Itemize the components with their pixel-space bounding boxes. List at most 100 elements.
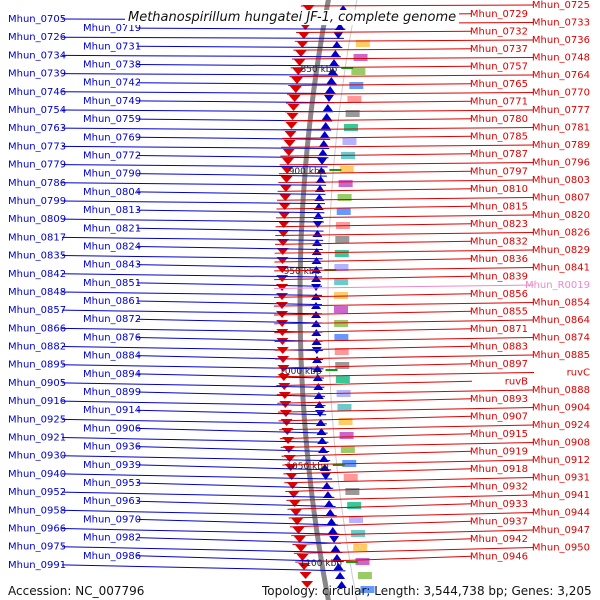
right-gene-label: Mhun_0780 <box>470 114 528 125</box>
left-gene-label: Mhun_0843 <box>83 260 141 271</box>
cog-category-block <box>334 334 349 341</box>
left-gene-label: Mhun_0872 <box>83 314 141 325</box>
left-gene-label: Mhun_0966 <box>8 524 66 535</box>
plus-strand-gene <box>324 500 335 507</box>
cog-category-block <box>334 348 349 355</box>
left-gene-leader <box>61 528 340 535</box>
left-gene-leader <box>136 555 344 563</box>
right-gene-leader <box>276 380 473 387</box>
cog-category-block <box>338 418 353 425</box>
right-gene-leader <box>275 363 473 369</box>
right-gene-label: Mhun_0883 <box>470 341 528 352</box>
minus-strand-gene <box>278 212 291 219</box>
right-gene-label: Mhun_0932 <box>470 481 528 492</box>
right-gene-leader <box>277 398 473 404</box>
right-gene-leader <box>276 389 535 395</box>
right-gene-leader <box>274 258 473 263</box>
cog-category-block <box>357 572 372 579</box>
right-gene-label: Mhun_0829 <box>532 245 590 256</box>
right-gene-leader <box>293 547 535 554</box>
kbp-tick-label: 1050 kbp <box>286 462 329 472</box>
left-gene-leader <box>61 473 333 480</box>
right-gene-label: Mhun_0946 <box>470 551 528 562</box>
right-gene-label: Mhun_0789 <box>532 140 590 151</box>
right-gene-label: Mhun_0785 <box>470 131 528 142</box>
left-gene-label: Mhun_0857 <box>8 305 66 316</box>
cog-category-block <box>353 544 368 551</box>
minus-strand-gene <box>276 257 289 264</box>
minus-strand-gene <box>284 131 297 138</box>
minus-strand-gene <box>296 41 309 48</box>
left-gene-leader <box>61 273 323 278</box>
left-gene-leader <box>136 482 334 489</box>
right-gene-label: Mhun_0771 <box>470 96 528 107</box>
left-gene-label: Mhun_0963 <box>83 496 141 507</box>
left-gene-leader <box>136 409 327 416</box>
cog-category-block <box>349 516 364 523</box>
plus-strand-gene <box>334 23 345 30</box>
right-gene-leader <box>275 354 535 360</box>
cog-category-block <box>355 40 370 47</box>
right-gene-label: Mhun_0912 <box>532 455 590 466</box>
plus-strand-gene <box>314 185 325 192</box>
right-gene-leader <box>284 109 535 113</box>
right-gene-leader <box>300 4 535 7</box>
plus-strand-gene <box>321 482 332 489</box>
plus-strand-gene <box>328 59 339 66</box>
minus-strand-gene <box>301 581 314 588</box>
right-gene-leader <box>287 503 473 510</box>
left-gene-label: Mhun_0876 <box>83 332 141 343</box>
right-gene-label: Mhun_0832 <box>470 236 528 247</box>
left-gene-label: Mhun_0939 <box>83 460 141 471</box>
plus-strand-gene <box>333 32 344 39</box>
plus-strand-gene <box>331 41 342 48</box>
left-gene-label: Mhun_0982 <box>83 533 141 544</box>
right-gene-label: Mhun_0888 <box>532 385 590 396</box>
left-gene-label: Mhun_0754 <box>8 105 66 116</box>
left-gene-leader <box>136 100 335 104</box>
plus-strand-gene <box>326 77 337 84</box>
left-gene-leader <box>136 136 331 140</box>
left-gene-label: Mhun_0759 <box>83 114 141 125</box>
right-gene-label: Mhun_0874 <box>532 333 590 344</box>
minus-strand-gene <box>292 68 305 75</box>
right-gene-leader <box>282 459 535 466</box>
cog-category-block <box>335 376 350 383</box>
left-gene-leader <box>61 182 327 186</box>
right-gene-label: Mhun_0893 <box>470 394 528 405</box>
plus-strand-gene <box>331 554 342 561</box>
right-gene-label: Mhun_0931 <box>532 473 590 484</box>
right-gene-label: Mhun_0856 <box>470 289 528 300</box>
left-gene-leader <box>136 537 341 544</box>
right-gene-leader <box>295 555 473 563</box>
plus-strand-gene <box>311 248 322 255</box>
right-gene-leader <box>278 179 535 184</box>
left-gene-label: Mhun_0894 <box>83 369 141 380</box>
kbp-tick-label: 950 kbp <box>284 267 321 277</box>
right-gene-label: Mhun_0781 <box>532 123 590 134</box>
right-gene-leader <box>289 74 535 78</box>
left-gene-leader <box>61 546 343 553</box>
plus-strand-gene <box>329 536 340 543</box>
left-gene-label: Mhun_0804 <box>83 187 141 198</box>
minus-strand-gene <box>296 554 309 561</box>
plus-strand-gene <box>319 131 330 138</box>
right-gene-leader <box>274 275 473 281</box>
right-gene-leader <box>273 293 473 298</box>
minus-strand-gene <box>276 293 289 300</box>
right-gene-label: Mhun_0787 <box>470 149 528 160</box>
left-gene-label: Mhun_0786 <box>8 178 66 189</box>
minus-strand-gene <box>289 86 302 93</box>
left-gene-label: Mhun_0958 <box>8 505 66 516</box>
left-gene-label: Mhun_0899 <box>83 387 141 398</box>
left-gene-leader <box>61 36 344 39</box>
plus-strand-gene <box>320 473 331 480</box>
left-gene-leader <box>136 518 339 526</box>
cog-category-block <box>336 208 351 215</box>
cog-category-block <box>335 362 350 369</box>
minus-strand-gene <box>283 140 296 147</box>
cog-category-block <box>337 194 352 201</box>
right-gene-label: Mhun_0826 <box>532 228 590 239</box>
plus-strand-gene <box>325 86 336 93</box>
plus-strand-gene <box>330 545 341 552</box>
